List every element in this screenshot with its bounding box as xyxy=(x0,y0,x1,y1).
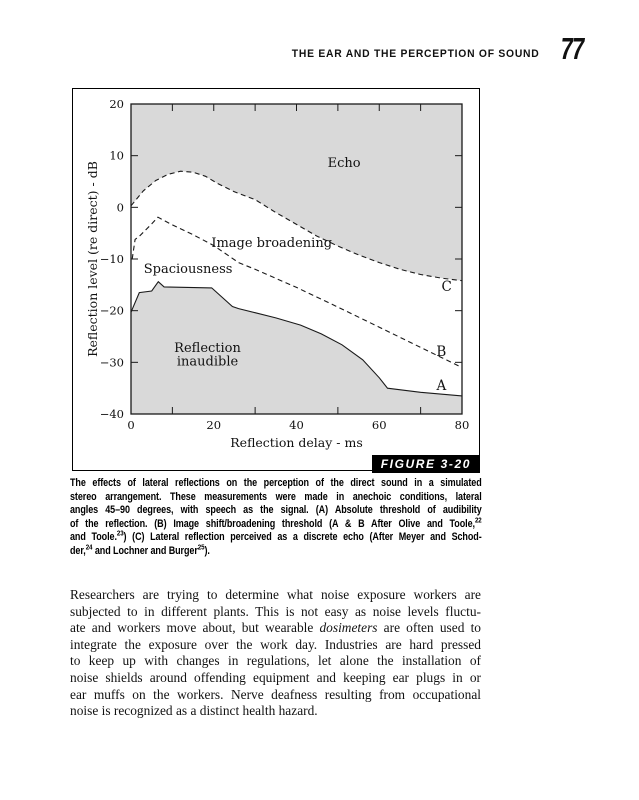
echo-region xyxy=(131,104,462,281)
reflection-inaudible-region xyxy=(131,281,462,414)
cap-line: angles 45–90 degrees, with speech as the… xyxy=(70,504,482,517)
cap-line: of the reflection. (B) Image shift/broad… xyxy=(70,515,482,530)
x-tick-label: 60 xyxy=(372,418,387,432)
y-tick-label: −10 xyxy=(100,252,124,266)
annotation-spaciousness: Spaciousness xyxy=(144,262,233,277)
curve-c xyxy=(130,170,463,282)
annotation-c: C xyxy=(442,279,452,295)
body-line: integrate the exposure over the work day… xyxy=(70,636,481,652)
page-header: THE EAR AND THE PERCEPTION OF SOUND 77 xyxy=(276,31,584,66)
running-head-title: THE EAR AND THE PERCEPTION OF SOUND xyxy=(291,48,540,60)
annotation-b: B xyxy=(436,344,446,360)
x-tick-label: 0 xyxy=(127,418,134,432)
annotation-reflection: Reflection xyxy=(174,341,241,356)
curve-b xyxy=(131,216,463,368)
curve-a xyxy=(130,280,463,397)
cap-line: stereo arrangement. These measurements w… xyxy=(70,490,482,503)
cap-line: and Toole.23) (C) Lateral reflection per… xyxy=(70,528,482,544)
figure-number-label: FIGURE 3-20 xyxy=(371,455,480,473)
x-axis-title: Reflection delay - ms xyxy=(230,435,362,450)
body-line: ate and workers move about, but wearable… xyxy=(70,620,481,636)
y-tick-label: 10 xyxy=(109,149,124,163)
figure-caption-lines: The effects of lateral reflections on th… xyxy=(70,477,482,559)
x-tick-label: 40 xyxy=(289,418,304,432)
y-tick-label: −40 xyxy=(100,407,124,421)
body-line: Researchers are trying to determine what… xyxy=(70,587,481,602)
annotation-inaudible: inaudible xyxy=(177,354,239,369)
body-line: noise is recognized as a distinct health… xyxy=(70,703,318,719)
annotation-image-broadening: Image broadening xyxy=(211,236,332,251)
figure-frame: 0 20 40 60 80 20 10 0 −10 −20 −30 −40 Reflection del… xyxy=(72,88,480,473)
figure-chart-svg: 0 20 40 60 80 20 10 0 −10 −20 −30 −40 Reflection del… xyxy=(85,97,470,450)
x-tick-label: 20 xyxy=(206,418,221,432)
y-axis-title: Reflection level (re direct) - dB xyxy=(85,161,100,357)
page-number: 77 xyxy=(560,31,583,66)
annotation-a: A xyxy=(435,378,446,394)
y-tick-label: −30 xyxy=(100,355,124,369)
cap-line: The effects of lateral reflections on th… xyxy=(70,477,482,489)
y-tick-label: 0 xyxy=(117,200,124,214)
body-line: noise shields around offending equipment… xyxy=(70,669,481,685)
body-line: to keep up with changes in regulations, … xyxy=(70,653,481,669)
body-line: ear muffs on the workers. Nerve deafness… xyxy=(70,686,481,702)
y-tick-label: −20 xyxy=(100,304,124,318)
body-line: subjected to in different plants. This i… xyxy=(70,603,481,619)
annotation-echo: Echo xyxy=(328,156,361,171)
cap-line: der,24 and Lochner and Burger25). xyxy=(70,542,210,557)
y-tick-label: 20 xyxy=(109,97,124,111)
x-tick-label: 80 xyxy=(455,418,470,432)
figure-caption: The effects of lateral reflections on th… xyxy=(70,477,482,559)
body-paragraph: Researchers are trying to determine what… xyxy=(70,587,481,720)
